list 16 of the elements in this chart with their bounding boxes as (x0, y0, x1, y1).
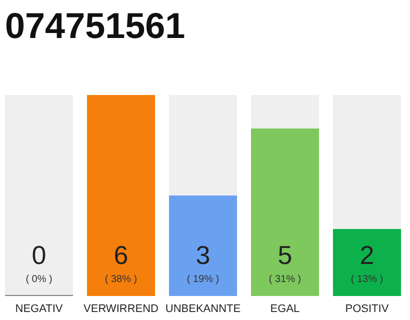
data-label: 2 (360, 240, 374, 270)
annotation: ( 13% ) (350, 274, 384, 285)
x-tick-label: EGAL (270, 303, 300, 315)
data-label: 3 (196, 240, 210, 270)
annotation: ( 0% ) (26, 274, 52, 285)
data-label: 5 (278, 240, 292, 270)
x-tick-label: NEGATIV (15, 303, 64, 315)
x-tick-label: UNBEKANNTE (165, 303, 241, 315)
x-tick-label: POSITIV (345, 303, 390, 315)
chart-title: 074751561 (5, 5, 186, 46)
data-label: 0 (32, 240, 46, 270)
data-label: 6 (114, 240, 128, 270)
x-tick-label: VERWIRREND (84, 303, 159, 315)
annotation: ( 31% ) (268, 274, 302, 285)
annotation: ( 19% ) (186, 274, 220, 285)
annotation: ( 38% ) (104, 274, 138, 285)
